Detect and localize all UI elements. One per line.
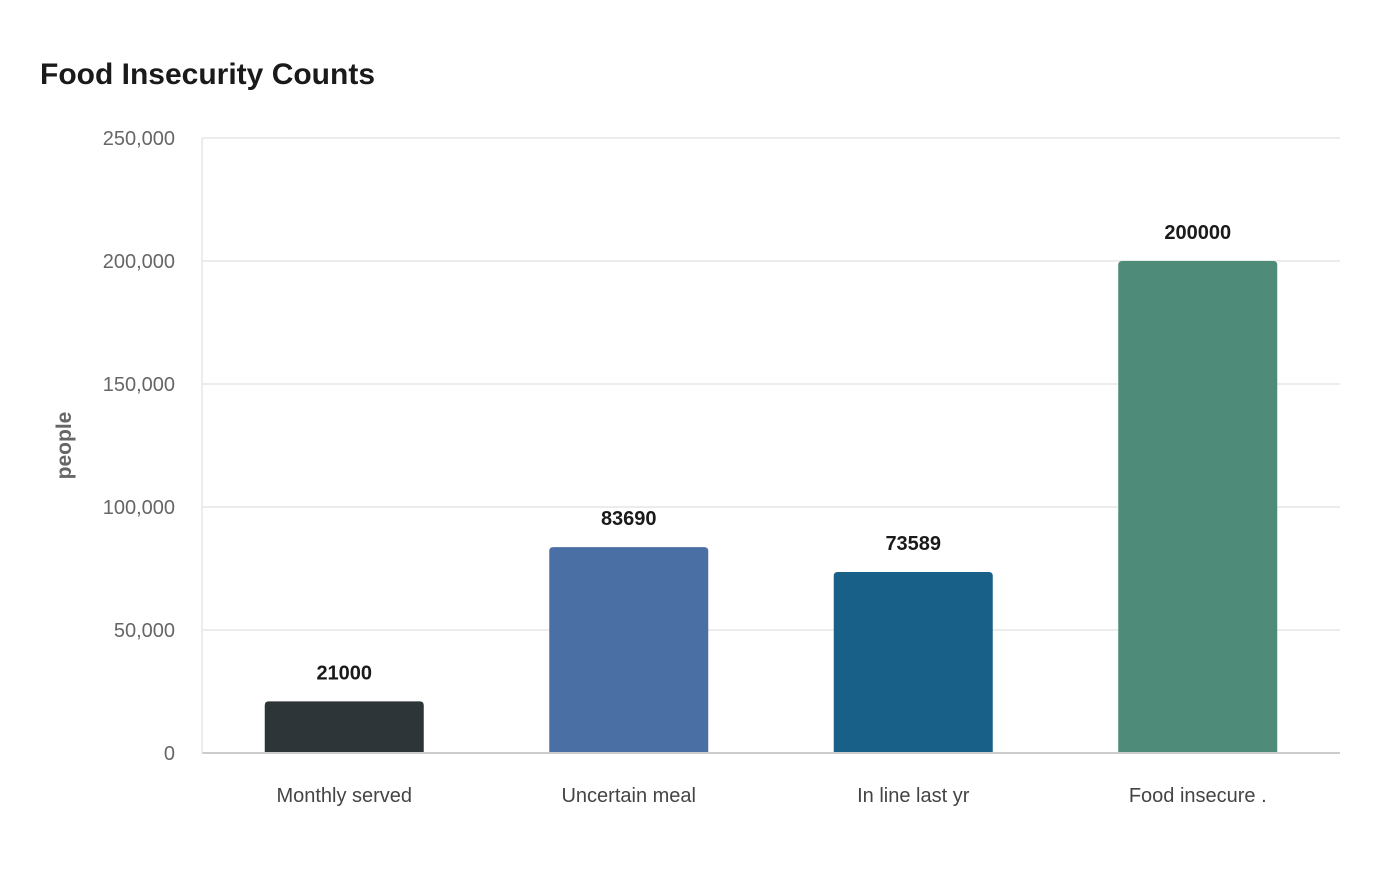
- x-tick-label: Food insecure .: [1129, 785, 1267, 807]
- y-axis-ticks: 0 50,000 100,000 150,000 200,000 250,000: [103, 128, 175, 765]
- bars: [264, 261, 1278, 753]
- data-label: 200000: [1164, 222, 1231, 244]
- x-axis-ticks: Monthly served Uncertain meal In line last…: [276, 785, 1266, 807]
- bar-2: [549, 547, 709, 753]
- data-labels: 21000 83690 73589 200000: [316, 222, 1231, 684]
- y-tick-label: 200,000: [103, 251, 175, 273]
- y-tick-label: 100,000: [103, 497, 175, 519]
- data-label: 83690: [601, 508, 657, 530]
- y-tick-label: 0: [164, 743, 175, 765]
- bar-1: [264, 701, 424, 753]
- x-tick-label: Monthly served: [276, 785, 412, 807]
- data-label: 21000: [316, 662, 372, 684]
- bar-4: [1118, 261, 1278, 753]
- y-axis-label: people: [53, 412, 76, 480]
- x-tick-label: In line last yr: [857, 785, 970, 807]
- data-label: 73589: [885, 533, 941, 555]
- y-tick-label: 150,000: [103, 374, 175, 396]
- chart-title: Food Insecurity Counts: [40, 58, 376, 91]
- x-tick-label: Uncertain meal: [561, 785, 696, 807]
- y-tick-label: 250,000: [103, 128, 175, 150]
- y-tick-label: 50,000: [114, 620, 175, 642]
- bar-3: [833, 571, 993, 753]
